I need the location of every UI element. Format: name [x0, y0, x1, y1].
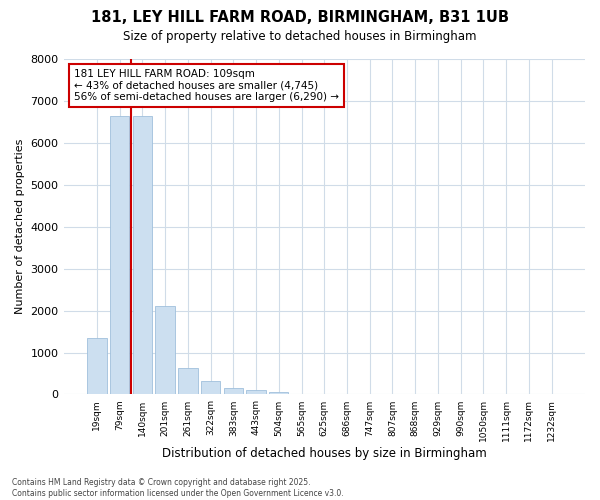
Bar [87, 338, 107, 394]
Bar [201, 382, 220, 394]
Bar [269, 392, 289, 394]
Text: 181, LEY HILL FARM ROAD, BIRMINGHAM, B31 1UB: 181, LEY HILL FARM ROAD, BIRMINGHAM, B31… [91, 10, 509, 25]
Text: 181 LEY HILL FARM ROAD: 109sqm
← 43% of detached houses are smaller (4,745)
56% : 181 LEY HILL FARM ROAD: 109sqm ← 43% of … [74, 69, 339, 102]
Bar [155, 306, 175, 394]
Y-axis label: Number of detached properties: Number of detached properties [15, 139, 25, 314]
Bar [178, 368, 197, 394]
Text: Contains HM Land Registry data © Crown copyright and database right 2025.
Contai: Contains HM Land Registry data © Crown c… [12, 478, 344, 498]
Text: Size of property relative to detached houses in Birmingham: Size of property relative to detached ho… [123, 30, 477, 43]
Bar [247, 390, 266, 394]
X-axis label: Distribution of detached houses by size in Birmingham: Distribution of detached houses by size … [162, 447, 487, 460]
Bar [224, 388, 243, 394]
Bar [110, 116, 130, 394]
Bar [133, 116, 152, 394]
